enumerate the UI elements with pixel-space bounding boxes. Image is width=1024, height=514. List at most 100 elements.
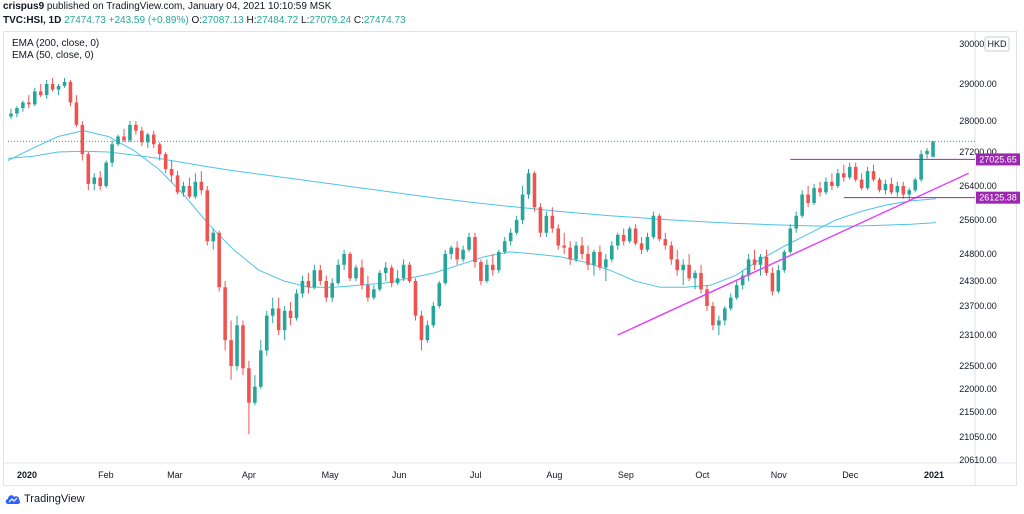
close-value: 27474.73 <box>363 15 406 26</box>
candle-body <box>461 249 465 260</box>
candle-body <box>467 237 471 250</box>
candle-body <box>615 234 620 246</box>
candle-body <box>300 281 305 294</box>
candle-body <box>223 287 227 341</box>
candle-body <box>282 310 287 331</box>
candle-body <box>21 102 25 109</box>
candle-body <box>491 264 495 271</box>
candle-body <box>788 228 793 252</box>
candlestick-chart[interactable]: 20610.00 21050.00 21500.00 22000.00 22500.00… <box>0 0 1024 488</box>
candle-body <box>824 181 828 193</box>
candle-body <box>383 267 388 273</box>
candle-body <box>740 275 745 286</box>
candle-body <box>157 144 162 155</box>
candle-body <box>38 91 43 96</box>
close-label: C: <box>353 15 364 26</box>
y-tick-label: 22500.00 <box>959 361 997 371</box>
y-tick-label: 23100.00 <box>959 330 997 340</box>
candle-body <box>776 270 781 292</box>
candle-body <box>50 84 55 90</box>
candle-body <box>431 306 436 326</box>
candle-body <box>80 124 85 155</box>
candle-body <box>657 215 662 240</box>
x-tick-label: Oct <box>695 470 710 480</box>
price-change: +243.59 (+0.89%) <box>108 15 189 26</box>
candle-body <box>211 232 216 242</box>
candle-body <box>610 245 614 260</box>
candle-body <box>217 232 221 288</box>
candle-body <box>27 102 31 105</box>
candle-body <box>723 308 727 321</box>
candle-body <box>514 220 519 233</box>
candle-body <box>146 134 150 143</box>
support-price-label-bg <box>976 191 1020 204</box>
chart-frame[interactable] <box>3 31 1017 486</box>
candle-body <box>163 154 168 169</box>
candle-body <box>574 245 578 260</box>
candle-body <box>633 228 638 244</box>
ascending-trendline <box>617 172 970 336</box>
candle-body <box>907 190 912 195</box>
candle-body <box>562 245 566 248</box>
candle-body <box>592 251 596 265</box>
candle-body <box>44 84 49 96</box>
candle-body <box>836 173 840 186</box>
candle-body <box>15 108 19 114</box>
candle-body <box>865 171 870 189</box>
candle-body <box>401 264 406 279</box>
candle-body <box>532 173 537 208</box>
candle-body <box>288 310 293 319</box>
candle-body <box>104 162 108 186</box>
candle-body <box>354 267 358 279</box>
candle-body <box>550 215 555 229</box>
candle-body <box>925 150 929 155</box>
candle-body <box>276 308 281 331</box>
candle-body <box>336 264 340 284</box>
chart-header: crispus9 published on TradingView.com, J… <box>0 0 1024 30</box>
candle-body <box>443 254 448 284</box>
candle-body <box>306 281 311 288</box>
candle-body <box>312 270 317 288</box>
author-name[interactable]: crispus9 <box>3 1 45 12</box>
candle-body <box>621 234 626 242</box>
candle-body <box>419 315 424 341</box>
legend-ema50[interactable]: EMA (50, close, 0) <box>12 50 94 61</box>
resistance-price-label: 27025.65 <box>979 154 1017 164</box>
candle-body <box>366 285 370 298</box>
candle-body <box>175 175 180 193</box>
tradingview-logo[interactable]: TradingView <box>5 493 85 505</box>
candle-body <box>651 215 656 237</box>
candle-body <box>378 272 382 290</box>
candle-body <box>508 232 513 242</box>
candle-body <box>693 272 697 279</box>
legend-ema200[interactable]: EMA (200, close, 0) <box>12 38 100 49</box>
candle-body <box>681 264 685 271</box>
high-value: 27484.72 <box>256 15 299 26</box>
candle-body <box>526 173 531 195</box>
candle-body <box>372 289 376 298</box>
candle-body <box>645 237 650 250</box>
y-tick-label: 20610.00 <box>959 455 997 465</box>
candle-body <box>728 297 733 309</box>
candle-body <box>229 340 233 366</box>
currency-badge-bg <box>984 36 1010 52</box>
y-tick-label: 21050.00 <box>959 432 997 442</box>
candle-body <box>241 325 245 369</box>
candle-body <box>496 251 501 271</box>
candle-body <box>639 243 644 250</box>
support-price-label: 26125.38 <box>979 193 1017 203</box>
candle-body <box>913 179 917 191</box>
candle-body <box>687 264 691 279</box>
candle-body <box>782 251 787 271</box>
last-price: 27474.73 <box>64 15 106 26</box>
candle-body <box>598 251 602 268</box>
x-tick-label: Jul <box>470 470 482 480</box>
candle-body <box>92 177 97 184</box>
y-tick-label: 30000.00 <box>959 39 997 49</box>
candle-body <box>389 267 394 284</box>
candle-body <box>485 264 489 281</box>
currency-badge: HKD <box>987 39 1007 49</box>
candle-body <box>455 247 459 260</box>
y-tick-label: 24300.00 <box>959 276 997 286</box>
candle-body <box>604 259 608 268</box>
